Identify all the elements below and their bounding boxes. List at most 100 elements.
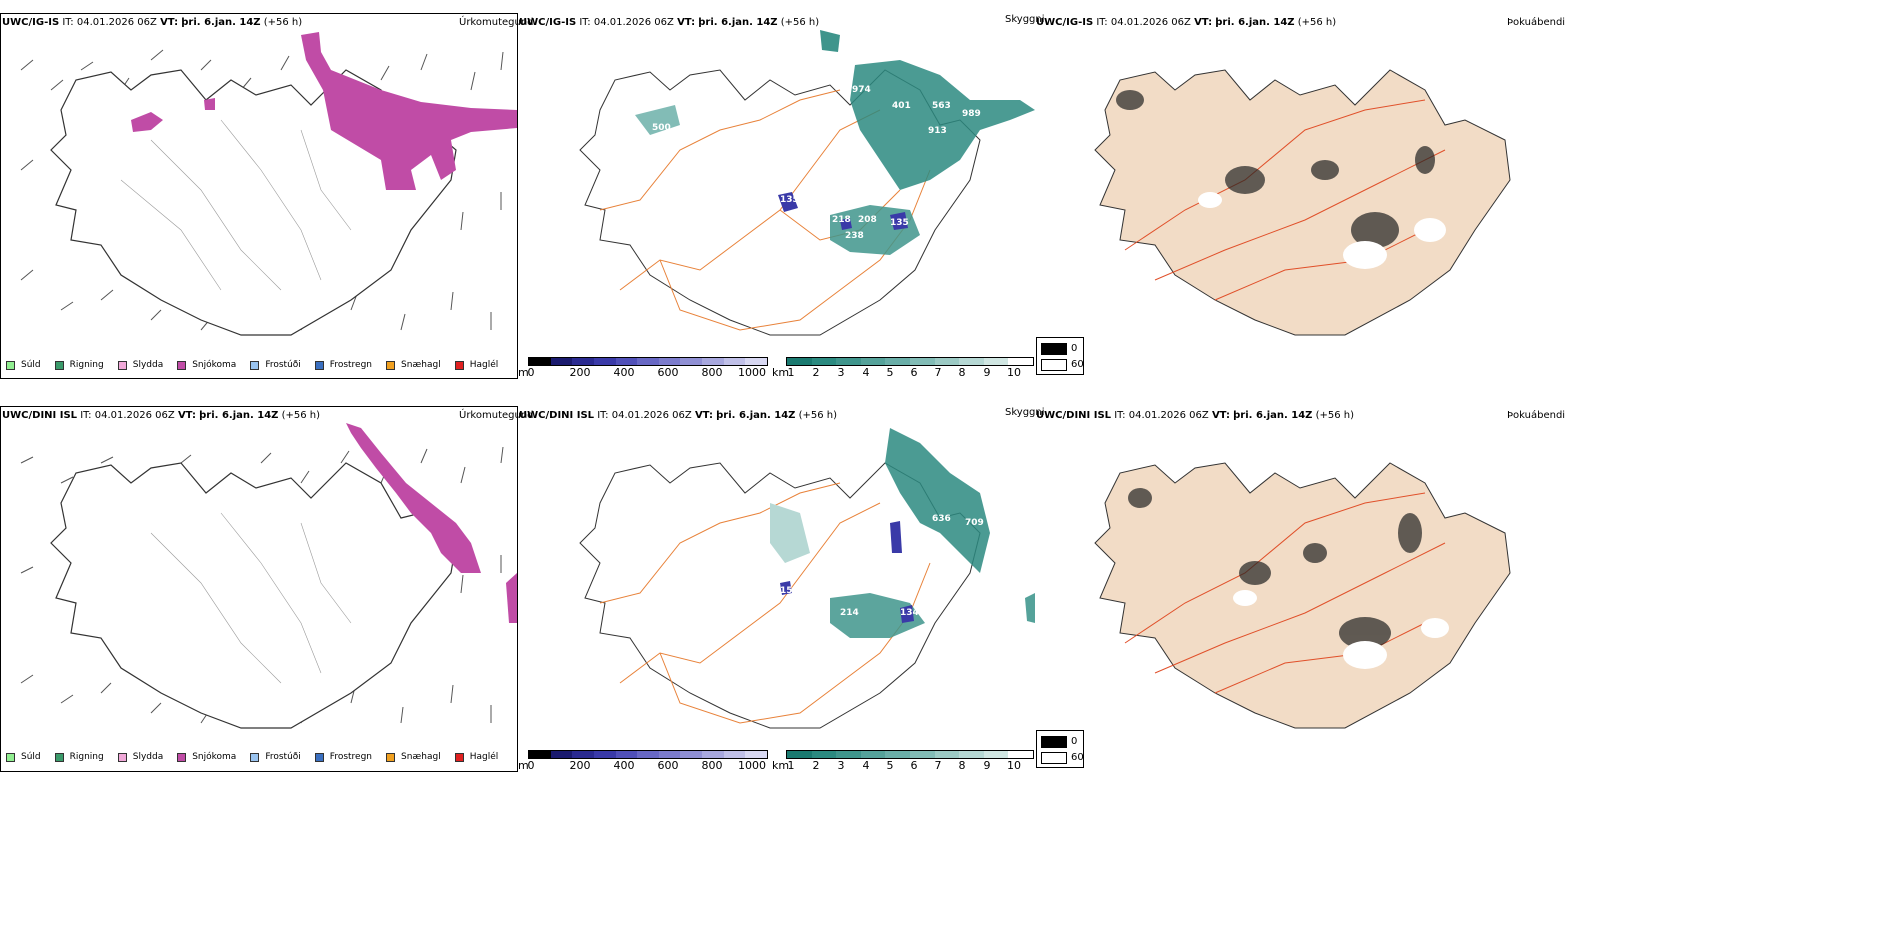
cloud-map-title-2: UWC/DINI ISL IT: 04.01.2026 06Z VT: þri.… [1036, 410, 1354, 421]
vis-tick: 1 [787, 366, 795, 379]
vis-tick: 1 [787, 759, 795, 772]
height-tick: 200 [569, 759, 591, 772]
low-vis-teal-1 [850, 60, 1035, 190]
legend-label: Snæhagl [401, 360, 441, 370]
legend-item-snjokoma: Snjókoma [177, 752, 236, 762]
vis-tick: 5 [886, 366, 894, 379]
vis-label: 500 [652, 123, 671, 133]
cloud-legend-2: 0 60 [1036, 730, 1084, 768]
lead-time: (+56 h) [1315, 410, 1355, 421]
legend-item-haglel: Haglél [454, 752, 498, 762]
rivers-2 [150, 512, 352, 684]
legend-swatch [314, 360, 324, 370]
low-vis-blue-2 [780, 521, 914, 623]
snow-area-1b [131, 98, 215, 132]
model-name: UWC/DINI ISL [2, 410, 78, 421]
height-tick: 800 [701, 366, 723, 379]
legend-label: Snjókoma [192, 752, 237, 762]
iceland-outline-2a [50, 462, 457, 729]
vis-tick: 6 [910, 366, 918, 379]
vis-tick: 3 [837, 366, 845, 379]
vis-label: 709 [965, 518, 984, 528]
legend-swatch [454, 752, 464, 762]
vis-label: 218 [832, 215, 851, 225]
valid-label: VT: [1211, 410, 1230, 421]
vis-labels-2: 636 709 12 15 214 134 [780, 514, 984, 618]
height-tick: 400 [613, 366, 635, 379]
legend-label: Súld [21, 360, 41, 370]
valid-time: þri. 6.jan. 14Z [716, 410, 796, 421]
valid-time: þri. 6.jan. 14Z [1215, 17, 1295, 28]
vis-tick: 4 [862, 366, 870, 379]
height-tick: 600 [657, 759, 679, 772]
valid-time: þri. 6.jan. 14Z [199, 410, 279, 421]
vis-tick: 3 [837, 759, 845, 772]
legend-swatch [6, 360, 15, 370]
low-vis-teal-1b [820, 30, 840, 52]
cloud-map-title-1: UWC/IG-IS IT: 04.01.2026 06Z VT: þri. 6.… [1036, 17, 1336, 28]
legend-swatch [177, 752, 187, 762]
legend-item-frostregn: Frostregn [314, 752, 372, 762]
valid-label: VT: [177, 410, 196, 421]
lead-time: (+56 h) [798, 410, 838, 421]
visibility-unit: km [772, 759, 790, 772]
low-vis-blue-1 [778, 192, 908, 230]
height-tick: 0 [527, 759, 535, 772]
low-vis-teal-2c [770, 503, 810, 563]
lead-time: (+56 h) [263, 17, 303, 28]
lead-time: (+56 h) [281, 410, 321, 421]
cloud-legend-label: 0 [1071, 736, 1078, 747]
vis-tick: 8 [958, 759, 966, 772]
roads-fog-1 [1124, 99, 1446, 301]
valid-time: þri. 6.jan. 14Z [181, 17, 261, 28]
cloud-legend-swatch-dark [1041, 736, 1067, 748]
precip-map-frame-2 [0, 406, 518, 772]
legend-item-frostudi: Frostúði [250, 360, 301, 370]
legend-label: Frostúði [265, 360, 301, 370]
legend-item-haglel: Haglél [454, 360, 499, 370]
roads-fog-2 [1124, 492, 1446, 694]
vis-tick: 2 [812, 759, 820, 772]
vis-tick: 4 [862, 759, 870, 772]
lead-time: (+56 h) [1297, 17, 1337, 28]
cloud-legend-label: 60 [1071, 752, 1084, 763]
vis-label: 913 [928, 126, 947, 136]
snow-area-2b [506, 573, 517, 623]
legend-swatch [54, 360, 64, 370]
legend-label: Rigning [69, 360, 104, 370]
visibility-map-2: 636 709 12 15 214 134 [579, 428, 1035, 729]
visibility-colorbar-2: km 1 2 3 4 5 6 7 8 9 10 [772, 750, 1034, 772]
init-time: IT: 04.01.2026 06Z [597, 410, 692, 421]
vis-label: 563 [932, 101, 951, 111]
vis-tick: 7 [934, 759, 942, 772]
legend-swatch [386, 360, 396, 370]
vis-label: 214 [840, 608, 859, 618]
legend-label: Haglél [469, 360, 499, 370]
legend-label: Rigning [69, 752, 104, 762]
init-time: IT: 04.01.2026 06Z [1096, 17, 1191, 28]
vis-label: 12 [808, 534, 821, 544]
fog-light-patches-1 [1198, 192, 1446, 269]
snow-area-2 [346, 423, 481, 573]
legend-swatch [314, 752, 324, 762]
height-colorbar-2: m 0 200 400 600 800 1000 [518, 750, 770, 772]
cloud-legend-label: 60 [1071, 359, 1084, 370]
legend-swatch [117, 360, 127, 370]
precip-type-label-2: Úrkomutegund [459, 410, 534, 421]
vis-label: 134 [900, 608, 919, 618]
vis-label: 636 [932, 514, 951, 524]
vis-tick: 5 [886, 759, 894, 772]
valid-time: þri. 6.jan. 14Z [1233, 410, 1313, 421]
init-time: IT: 04.01.2026 06Z [579, 17, 674, 28]
model-name: UWC/IG-IS [519, 17, 577, 28]
cloud-legend-swatch-dark [1041, 343, 1067, 355]
vis-label: 238 [845, 231, 864, 241]
vis-label: 15 [780, 586, 793, 596]
height-unit: m [518, 759, 529, 772]
legend-item-snjokoma: Snjókoma [177, 360, 236, 370]
snow-area-1 [301, 32, 517, 190]
height-tick: 400 [613, 759, 635, 772]
vis-label: 135 [780, 195, 799, 205]
low-vis-teal-2 [885, 428, 990, 573]
vis-label: 135 [890, 218, 909, 228]
